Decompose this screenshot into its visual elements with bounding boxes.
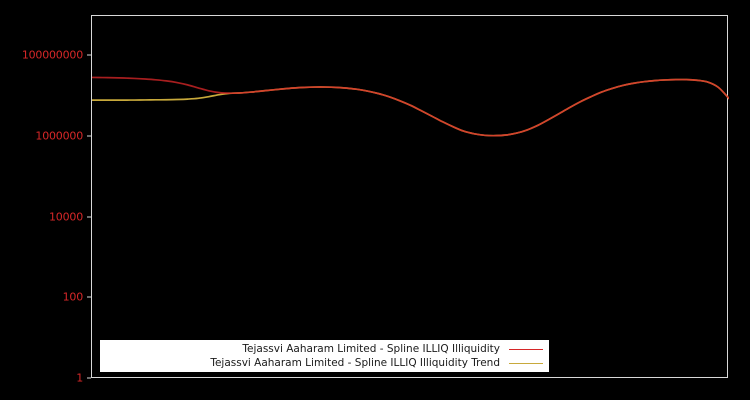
y-axis-tick-label: 100 xyxy=(62,290,84,304)
chart-legend: Tejassvi Aaharam Limited - Spline ILLIQ … xyxy=(100,340,549,372)
y-axis-tick-mark xyxy=(87,377,91,379)
legend-line-swatch-illiquidity xyxy=(509,348,543,350)
y-axis-tick-label: 1 xyxy=(76,371,83,385)
y-axis-tick-label: 1000000 xyxy=(35,129,83,143)
y-axis-tick-label: 100000000 xyxy=(21,48,83,62)
series-line-trend xyxy=(92,78,729,137)
y-axis-tick-mark xyxy=(87,296,91,298)
plot-area xyxy=(91,15,729,378)
legend-item-label: Tejassvi Aaharam Limited - Spline ILLIQ … xyxy=(242,343,500,355)
plot-lines xyxy=(92,76,729,137)
legend-item-label: Tejassvi Aaharam Limited - Spline ILLIQ … xyxy=(210,357,500,369)
legend-line-swatch-trend xyxy=(509,362,543,364)
y-axis-tick-mark xyxy=(87,135,91,137)
legend-item: Tejassvi Aaharam Limited - Spline ILLIQ … xyxy=(100,356,549,370)
y-axis-tick-label: 10000 xyxy=(49,210,83,224)
legend-item: Tejassvi Aaharam Limited - Spline ILLIQ … xyxy=(100,342,549,356)
y-axis-tick-mark xyxy=(87,216,91,218)
y-axis: 1 100 10000 1000000 100000000 xyxy=(0,0,91,400)
y-axis-tick-mark xyxy=(87,54,91,56)
series-line-illiquidity xyxy=(92,76,729,137)
